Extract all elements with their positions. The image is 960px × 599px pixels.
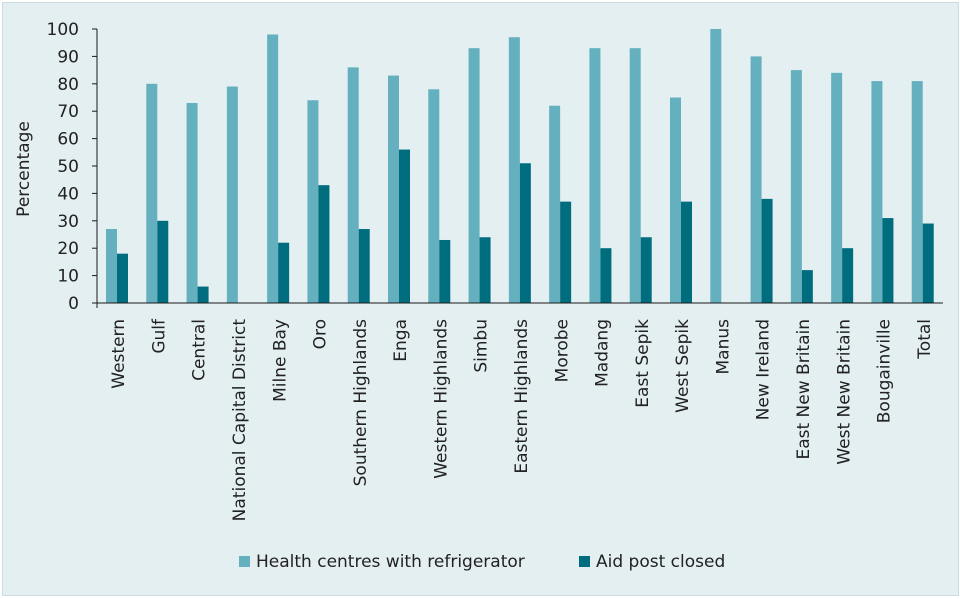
bar-aid-post-closed-simbu [479,237,491,303]
bar-aid-post-closed-oro [318,185,330,303]
bar-chart: 0 10 20 30 40 50 60 70 80 90 100 Western Gulf Centra… [14,20,943,572]
bar-health-centres-central [186,102,198,303]
y-tick-label: 20 [57,239,79,259]
x-tick-label: East Sepik [633,319,653,408]
x-tick-label: Western [109,319,129,389]
bar-health-centres-west-sepik [670,97,681,303]
y-tick-label: 40 [57,184,79,204]
legend-swatch-health-centres [239,556,250,567]
y-tick-label: 70 [57,102,79,122]
y-tick-label: 30 [57,212,79,232]
y-tick-label: 100 [47,20,79,40]
x-tick-label: West New Britain [834,319,854,465]
x-tick-label: Simbu [472,319,492,373]
bar-aid-post-closed-bougainville [882,218,894,303]
legend-label-aid-post-closed: Aid post closed [596,552,725,572]
x-tick-label: Central [190,319,210,381]
bar-health-centres-western-highlands [428,89,440,303]
x-tick-label: East New Britain [794,319,814,460]
x-tick-label: National Capital District [230,319,250,522]
legend-label-health-centres: Health centres with refrigerator [256,552,525,572]
y-tick-label: 60 [57,130,79,150]
x-tick-label: Gulf [149,318,169,354]
bar-health-centres-total [911,81,923,303]
x-tick-label: Manus [713,319,733,375]
x-tick-label: Southern Highlands [351,319,371,487]
bar-health-centres-eastern-highlands [508,37,520,303]
x-tick-label: Enga [391,319,411,362]
bar-health-centres-madang [589,48,601,304]
bar-health-centres-gulf [146,83,158,303]
bar-health-centres-bougainville [871,81,883,303]
legend-swatch-aid-post-closed [579,556,590,567]
bar-aid-post-closed-east-new-britain [801,270,813,303]
x-tick-label: Bougainville [875,319,895,423]
bar-health-centres-east-new-britain [790,70,802,303]
x-tick-label: Oro [311,319,331,349]
bar-health-centres-southern-highlands [347,67,359,303]
bar-aid-post-closed-gulf [157,220,169,303]
bar-health-centres-morobe [549,105,561,303]
bar-health-centres-new-ireland [750,56,762,304]
x-tick-label: West Sepik [673,319,693,413]
bar-health-centres-western [106,229,117,303]
bar-health-centres-west-new-britain [831,72,843,303]
y-tick-label: 0 [68,294,79,314]
y-tick-label: 90 [57,47,79,67]
bar-health-centres-oro [307,100,319,304]
bar-aid-post-closed-eastern-highlands [519,163,531,303]
x-tick-label: Total [915,319,935,360]
bar-aid-post-closed-west-sepik [681,201,692,303]
bar-aid-post-closed-madang [600,248,612,303]
bar-aid-post-closed-milne-bay [278,242,290,303]
x-tick-label: Madang [593,319,613,387]
bar-health-centres-east-sepik [629,48,641,304]
bar-health-centres-enga [388,75,399,303]
bar-aid-post-closed-southern-highlands [358,229,370,303]
y-tick-label: 50 [57,157,79,177]
x-tick-label: New Ireland [754,319,774,420]
x-tick-label: Morobe [552,319,572,382]
bar-aid-post-closed-western-highlands [439,239,451,303]
x-tick-label: Western Highlands [431,319,451,479]
bar-health-centres-milne-bay [267,34,279,303]
x-tick-label: Eastern Highlands [512,319,532,474]
bar-aid-post-closed-enga [399,149,410,303]
bar-aid-post-closed-central [197,286,209,303]
bar-aid-post-closed-morobe [560,201,572,303]
y-tick-label: 10 [57,267,79,287]
bar-health-centres-manus [710,29,722,303]
y-axis-ticks: 0 10 20 30 40 50 60 70 80 90 100 [47,20,97,314]
bar-aid-post-closed-total [922,223,934,303]
bar-aid-post-closed-east-sepik [640,237,652,303]
legend: Health centres with refrigerator Aid pos… [239,552,725,572]
bar-health-centres-simbu [468,48,480,304]
y-tick-label: 80 [57,75,79,95]
bar-aid-post-closed-west-new-britain [842,248,854,303]
bars-group [106,29,934,304]
bar-aid-post-closed-new-ireland [761,198,773,303]
x-axis-ticks: Western Gulf Central National Capital Distr… [109,318,935,521]
y-axis-label: Percentage [14,121,34,217]
bar-health-centres-national-capital-district [226,86,238,303]
x-tick-label: Milne Bay [270,319,290,402]
bar-aid-post-closed-western [117,253,128,303]
